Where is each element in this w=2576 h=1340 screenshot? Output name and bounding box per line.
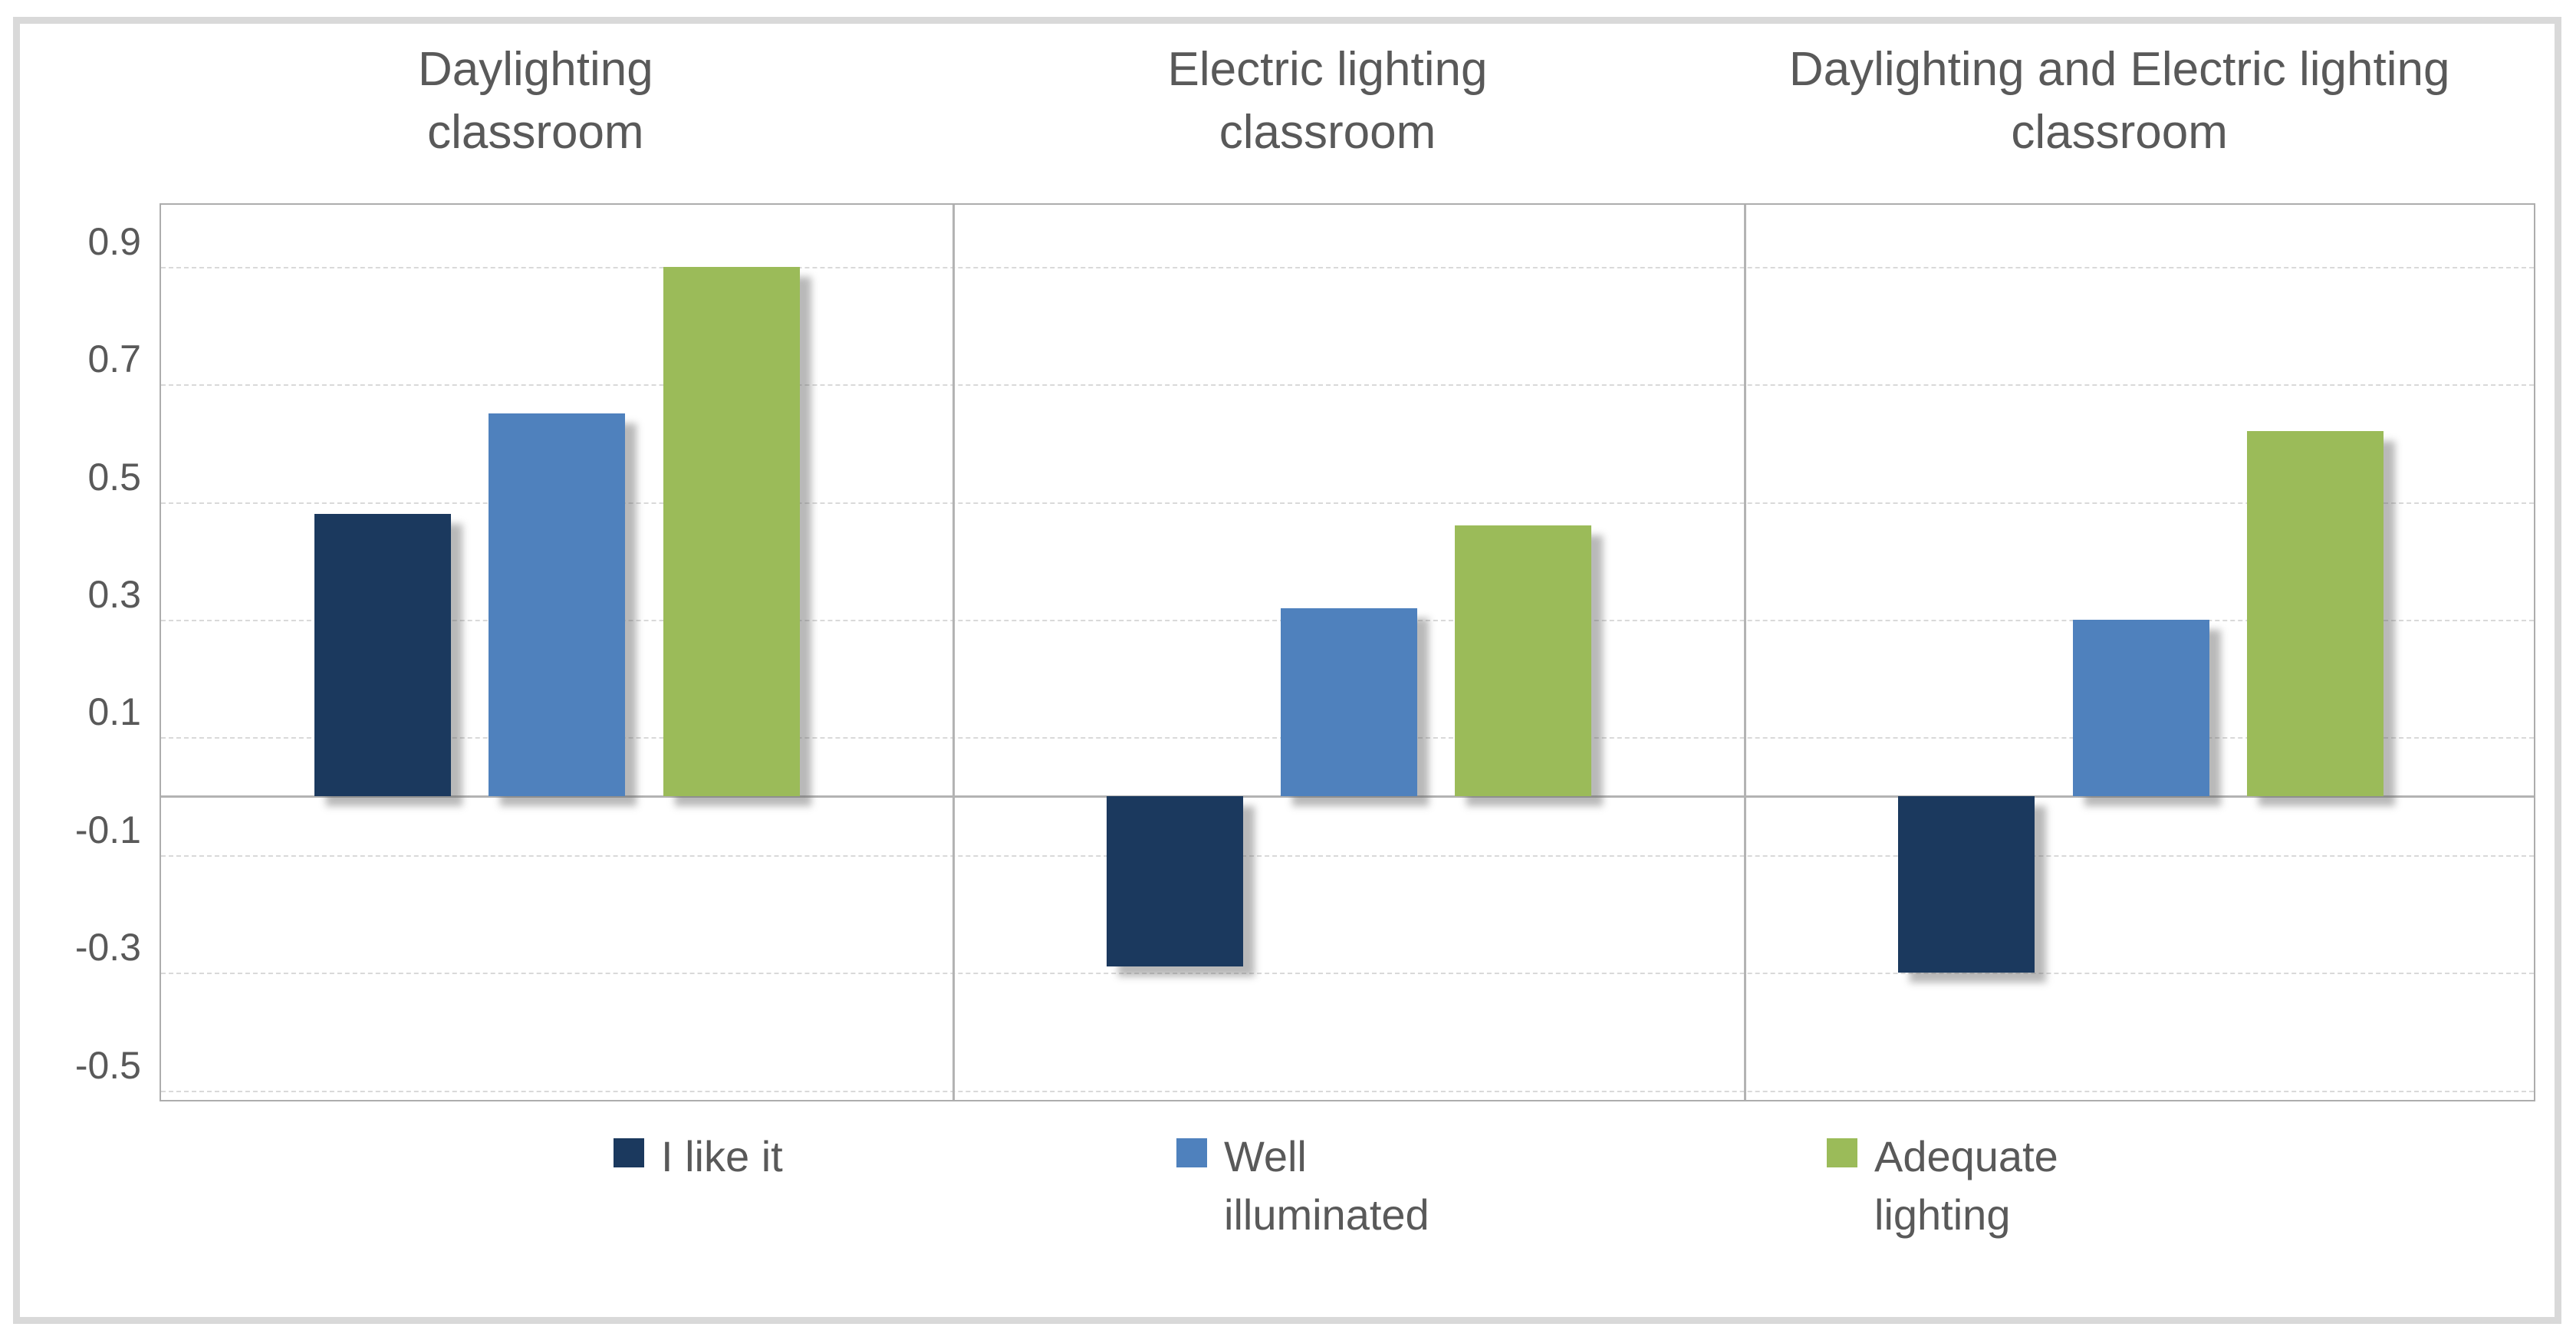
legend-item: Adequate lighting (1827, 1128, 2135, 1244)
legend-item: I like it (614, 1128, 922, 1186)
y-axis-tick-label: 0.5 (87, 455, 141, 499)
gridline (161, 266, 2534, 268)
bar-i-like-it (1898, 796, 2035, 973)
gridline (161, 384, 2534, 387)
bar-adequate-lighting (1455, 525, 1592, 796)
bar-adequate-lighting (663, 266, 800, 796)
y-axis-tick-label: 0.1 (87, 690, 141, 734)
gridline (161, 973, 2534, 975)
legend-label: Well illuminated (1224, 1132, 1429, 1239)
bar-i-like-it (314, 513, 452, 796)
y-axis-tick-label: -0.1 (74, 808, 141, 851)
y-axis-tick-label: 0.9 (87, 219, 141, 263)
chart-frame: Daylighting classroom Electric lighting c… (13, 17, 2561, 1324)
zero-line (161, 795, 2534, 798)
gridline (161, 854, 2534, 857)
gridline (161, 502, 2534, 504)
legend-swatch-icon (614, 1138, 644, 1167)
legend-swatch-icon (1176, 1138, 1207, 1167)
panel-title: Electric lighting classroom (1167, 43, 1488, 159)
legend-label: I like it (661, 1132, 783, 1180)
panel-title: Daylighting and Electric lighting classr… (1788, 43, 2450, 159)
bar-i-like-it (1106, 796, 1243, 967)
bar-well-illuminated (489, 413, 626, 796)
bar-well-illuminated (1281, 607, 1417, 796)
panel-divider (952, 205, 955, 1100)
bar-adequate-lighting (2246, 431, 2384, 796)
panel-title: Daylighting classroom (417, 43, 653, 159)
legend-label: Adequate lighting (1874, 1132, 2058, 1239)
bar-well-illuminated (2072, 619, 2209, 796)
y-axis-tick-label: -0.3 (74, 926, 141, 970)
y-axis-tick-label: 0.3 (87, 572, 141, 616)
plot-area (160, 203, 2535, 1101)
panel-divider (1744, 205, 1747, 1100)
y-axis-tick-label: -0.5 (74, 1043, 141, 1087)
legend-swatch-icon (1827, 1138, 1857, 1167)
gridline (161, 1090, 2534, 1092)
legend-item: Well illuminated (1176, 1128, 1485, 1244)
y-axis-tick-label: 0.7 (87, 337, 141, 381)
